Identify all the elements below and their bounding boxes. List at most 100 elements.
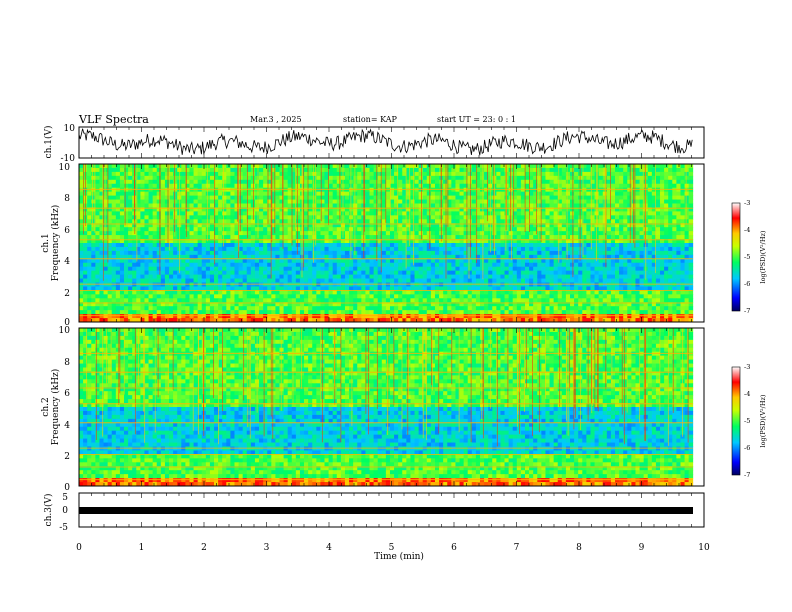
ch1-spectrogram-cell: [287, 203, 293, 208]
ch1-spectrogram-cell: [209, 171, 215, 177]
ch1-spectrogram-cell: [398, 290, 403, 295]
ch1-spectrogram-cell: [529, 243, 534, 248]
ch1-spectrogram-cell: [520, 175, 526, 181]
ch1-spectrogram-cell: [434, 246, 440, 252]
ch1-spectrogram-cell: [304, 203, 309, 208]
ch1-spectrogram-cell: [680, 274, 685, 279]
ch1-spectrogram-cell: [389, 231, 395, 236]
ch1-spectrogram-cell: [164, 215, 170, 220]
ch1-spectrogram-cell: [582, 187, 587, 193]
ch1-spectrogram-cell: [271, 235, 276, 240]
ch1-spectrogram-cell: [467, 290, 473, 295]
ch1-spectrogram-cell: [377, 223, 383, 228]
ch1-spectrogram-cell: [295, 250, 301, 256]
ch1-spectrogram-cell: [369, 290, 374, 295]
ch1-spectrogram-cell: [316, 215, 321, 220]
ch1-spectrogram-cell: [529, 179, 534, 185]
ch1-spectrogram-cell: [169, 175, 174, 181]
ch1-spectrogram-cell: [520, 211, 526, 216]
ch1-spectrogram-cell: [111, 231, 117, 236]
ch1-spectrogram-cell: [254, 266, 260, 272]
ch1-spectrogram-cell: [349, 286, 354, 291]
ch1-spectrogram-cell: [422, 246, 428, 252]
ch1-spectrogram-cell: [627, 223, 632, 228]
ch1-spectrogram-cell: [340, 290, 346, 295]
ch1-spectrogram-cell: [197, 266, 203, 272]
ch1-spectrogram-cell: [647, 278, 653, 283]
ch1-spectrogram-cell: [615, 175, 620, 181]
ch1-spectrogram-cell: [394, 274, 399, 279]
ch1-spectrogram-cell: [124, 164, 129, 169]
ch1-spectrogram-cell: [263, 258, 268, 264]
ch1-spectrogram-cell: [606, 231, 612, 236]
ch1-spectrogram-cell: [103, 167, 109, 173]
ch1-spectrogram-cell: [529, 183, 534, 189]
ch1-spectrogram-cell: [565, 175, 571, 181]
ch1-spectrogram-cell: [561, 164, 567, 169]
ch1-spectrogram-cell: [234, 258, 239, 264]
ch1-spectrogram-cell: [508, 203, 514, 208]
ch1-spectrogram-cell: [381, 175, 387, 181]
ch1-spectrogram-cell: [132, 258, 137, 264]
ch1-spectrogram-cell: [459, 250, 465, 256]
ch1-spectrogram-cell: [451, 286, 456, 291]
ch1-spectrogram-cell: [369, 167, 374, 173]
ch1-spectrogram-cell: [488, 278, 493, 283]
ch1-spectrogram-cell: [684, 270, 690, 275]
ch1-spectrogram-cell: [291, 270, 297, 275]
ch1-spectrogram-cell: [570, 211, 575, 216]
ch1-spectrogram-cell: [111, 262, 117, 268]
ch1-spectrogram-cell: [570, 258, 575, 264]
ch1-spectrogram-cell: [586, 262, 591, 268]
ch1-spectrogram-cell: [164, 227, 170, 232]
ch1-spectrogram-cell: [545, 164, 550, 169]
ch1-spectrogram-cell: [615, 239, 620, 244]
ch1-spectrogram-cell: [688, 278, 694, 283]
ch1-spectrogram-cell: [651, 203, 657, 208]
ch1-spectrogram-cell: [148, 243, 154, 248]
ch1-spectrogram-cell: [107, 207, 113, 212]
ch1-spectrogram-cell: [189, 254, 194, 260]
ch1-spectrogram-cell: [627, 219, 632, 224]
ch1-spectrogram-cell: [308, 278, 313, 283]
ch1-spectrogram-cell: [549, 239, 555, 244]
ch1-spectrogram-cell: [676, 270, 681, 275]
ch1-spectrogram-cell: [668, 167, 673, 173]
ch1-spectrogram-cell: [586, 282, 591, 287]
ch1-spectrogram-cell: [344, 270, 350, 275]
ch1-spectrogram-cell: [627, 282, 632, 287]
ch1-spectrogram-cell: [328, 171, 334, 177]
ch1-spectrogram-cell: [263, 266, 268, 272]
ch1-spectrogram-cell: [557, 183, 563, 189]
ch1-spectrogram-cell: [479, 290, 485, 295]
ch1-spectrogram-cell: [430, 207, 436, 212]
ch1-spectrogram-cell: [557, 246, 563, 252]
ch1-spectrogram-cell: [398, 250, 403, 256]
ch1-spectrogram-cell: [586, 215, 591, 220]
ch1-spectrogram-cell: [128, 203, 133, 208]
ch1-spectrogram-cell: [308, 171, 313, 177]
ch1-spectrogram-cell: [201, 274, 207, 279]
ch1-spectrogram-cell: [209, 286, 215, 291]
ch1-spectrogram-cell: [369, 175, 374, 181]
ch1-spectrogram-cell: [586, 243, 591, 248]
ch1-spectrogram-cell: [373, 223, 379, 228]
ch1-spectrogram-cell: [524, 187, 530, 193]
ch1-spectrogram-cell: [385, 235, 391, 240]
ch1-spectrogram-cell: [553, 258, 559, 264]
ch1-spectrogram-cell: [471, 187, 477, 193]
ch1-spectrogram-cell: [140, 294, 145, 299]
ch1-spectrogram-cell: [291, 195, 297, 200]
ch1-spectrogram-cell: [115, 274, 121, 279]
ch1-spectrogram-cell: [660, 164, 665, 169]
ch1-spectrogram-cell: [508, 243, 514, 248]
ch1-spectrogram-cell: [439, 266, 444, 272]
ch1-spectrogram-cell: [287, 179, 293, 185]
ch1-spectrogram-cell: [152, 179, 158, 185]
ch1-spectrogram-cell: [111, 215, 117, 220]
ch1-spectrogram-cell: [496, 274, 501, 279]
ch1-spectrogram-cell: [598, 258, 604, 264]
ch1-spectrogram-cell: [451, 223, 456, 228]
ch1-spectrogram-cell: [238, 215, 244, 220]
ch1-spectrogram-cell: [664, 179, 669, 185]
